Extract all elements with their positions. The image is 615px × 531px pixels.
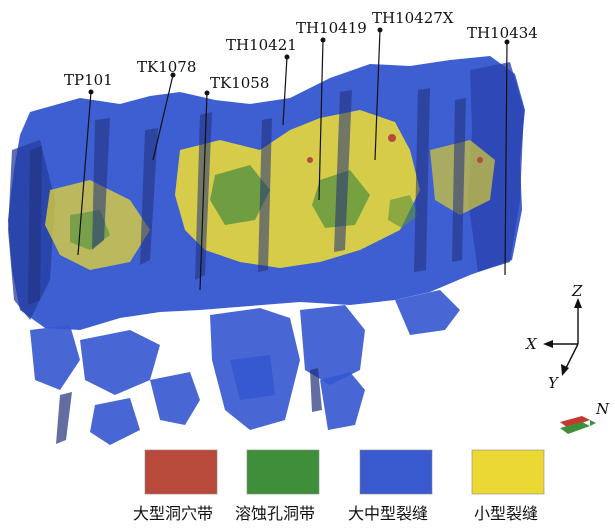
z-axis-arrowhead (574, 298, 582, 308)
well-traces (77, 29, 508, 291)
north-arrow-body-green (560, 422, 590, 434)
well-trace-th10427x (374, 29, 381, 161)
legend-label-large-cave: 大型洞穴带 (133, 504, 213, 523)
y-axis-label: Y (548, 374, 560, 392)
lower-dark-slivers (56, 368, 322, 444)
coordinate-axes (543, 298, 582, 376)
north-arrow-body-red (560, 416, 590, 428)
well-trace-th10419 (318, 39, 324, 201)
well-label-th10421: TH10421 (226, 36, 297, 54)
legend-swatch-large-cave (144, 449, 218, 495)
well-trace-tk1078 (152, 74, 174, 161)
fracture-sliver (310, 368, 322, 412)
legend-swatch-dissolution-pore (246, 449, 320, 495)
z-axis-label: Z (571, 282, 583, 300)
fracture-plane (414, 88, 430, 272)
legend-label-large-medium-fracture: 大中型裂缝 (348, 504, 428, 523)
dissolution-patch-1 (210, 165, 270, 225)
y-axis-arrowhead (561, 364, 569, 376)
well-head-th10419 (320, 37, 326, 43)
well-label-tk1058: TK1058 (210, 74, 269, 92)
fracture-plane (92, 118, 110, 250)
fracture-body (8, 56, 525, 445)
well-head-tp101 (88, 89, 94, 95)
well-head-th10427x (377, 27, 383, 33)
fracture-block (150, 372, 200, 425)
well-label-th10427x: TH10427X (372, 9, 454, 27)
legend: 大型洞穴带 溶蚀孔洞带 大中型裂缝 小型裂缝 (133, 449, 545, 523)
fracture-plane (140, 128, 158, 265)
x-axis-label: X (525, 335, 538, 353)
north-arrow-icon (560, 416, 596, 434)
small-fracture-core-1 (175, 110, 420, 268)
legend-swatch-large-medium-fracture (359, 449, 433, 495)
fracture-plane (258, 118, 272, 272)
fracture-plane (28, 146, 42, 305)
fracture-block (80, 330, 160, 395)
fracture-block (320, 372, 365, 430)
legend-swatch-small-fracture (471, 449, 545, 495)
fracture-sliver (56, 392, 72, 444)
well-trace-tk1058 (199, 92, 208, 291)
fracture-block (90, 398, 140, 445)
well-head-th10434 (504, 39, 510, 45)
fracture-block (230, 355, 275, 400)
well-trace-tp101 (77, 91, 92, 256)
lower-fracture-blocks (30, 290, 460, 445)
fracture-plane (334, 90, 352, 252)
well-trace-th10434 (504, 41, 508, 276)
cave-speck-3 (477, 157, 483, 163)
x-axis-arrowhead (543, 340, 553, 348)
well-heads (88, 27, 510, 96)
north-label: N (595, 400, 610, 418)
fracture-block (30, 325, 80, 390)
fracture-shade-right (468, 62, 524, 272)
well-head-tk1058 (204, 90, 210, 96)
well-label-th10419: TH10419 (296, 19, 367, 37)
dissolution-patch-4 (388, 195, 418, 228)
fracture-planes (28, 88, 466, 305)
fracture-block (300, 305, 365, 385)
fracture-plane (452, 98, 466, 262)
north-arrow-tip (590, 420, 596, 426)
well-label-th10434: TH10434 (467, 24, 538, 42)
y-axis-line (564, 343, 579, 371)
cave-speck-2 (307, 157, 313, 163)
well-label-tp101: TP101 (64, 71, 113, 89)
fracture-block (395, 290, 460, 335)
legend-label-dissolution-pore: 溶蚀孔洞带 (235, 504, 315, 523)
well-label-tk1078: TK1078 (137, 58, 196, 76)
well-head-tk1078 (170, 72, 176, 78)
cave-speck-1 (388, 134, 396, 142)
well-trace-th10421 (282, 56, 288, 126)
well-head-th10421 (284, 54, 290, 60)
legend-label-small-fracture: 小型裂缝 (474, 504, 538, 523)
